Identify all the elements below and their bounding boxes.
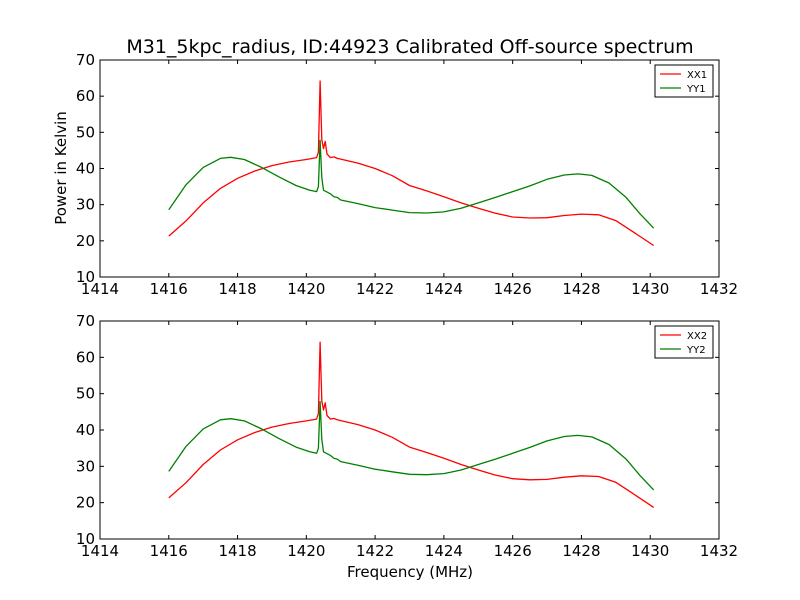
y-tick-label: 60 xyxy=(76,348,95,366)
y-tick-label: 30 xyxy=(76,457,95,475)
x-tick-label: 1422 xyxy=(356,542,394,560)
x-tick-label: 1414 xyxy=(81,542,119,560)
legend-box xyxy=(654,325,714,359)
plot-area-frame xyxy=(99,320,720,540)
x-tick-label: 1420 xyxy=(287,542,325,560)
y-tick-label: 70 xyxy=(76,312,95,330)
x-tick-label: 1422 xyxy=(356,280,394,298)
x-tick-label: 1416 xyxy=(150,542,188,560)
plot-area-frame xyxy=(99,59,720,278)
x-tick-label: 1418 xyxy=(218,280,256,298)
series-line-xx2 xyxy=(168,341,655,508)
y-tick-label: 70 xyxy=(76,51,95,69)
x-tick-label: 1430 xyxy=(631,542,669,560)
y-tick-label: 20 xyxy=(76,232,95,250)
x-tick-label: 1428 xyxy=(562,542,600,560)
x-tick-label: 1424 xyxy=(425,280,463,298)
y-axis-label: Power in Kelvin xyxy=(52,111,70,225)
x-tick-label: 1414 xyxy=(81,280,119,298)
series-line-xx1 xyxy=(168,80,655,247)
x-tick-label: 1418 xyxy=(218,542,256,560)
x-tick-label: 1430 xyxy=(631,280,669,298)
y-tick-label: 20 xyxy=(76,494,95,512)
x-tick-label: 1416 xyxy=(150,280,188,298)
y-tick-label: 50 xyxy=(76,385,95,403)
x-tick-label: 1426 xyxy=(494,542,532,560)
y-tick-label: 40 xyxy=(76,421,95,439)
y-tick-label: 10 xyxy=(76,530,95,548)
series-line-yy2 xyxy=(168,401,655,491)
y-tick-label: 30 xyxy=(76,196,95,214)
bottom-plot-panel: 1414 1416 1418 1420 1422 1424 1426 1428 1430 1432… xyxy=(76,312,738,560)
chart-title: M31_5kpc_radius, ID:44923 Calibrated Off… xyxy=(126,36,693,58)
top-plot-panel: 1414 1416 1418 1420 1422 1424 1426 1428 1430 1432… xyxy=(76,51,738,298)
y-tick-label: 10 xyxy=(76,268,95,286)
x-tick-label: 1426 xyxy=(494,280,532,298)
x-axis-label: Frequency (MHz) xyxy=(347,563,473,581)
x-tick-label: 1432 xyxy=(700,280,738,298)
legend-box xyxy=(654,64,714,98)
x-tick-label: 1424 xyxy=(425,542,463,560)
legend-label-yy2: YY2 xyxy=(686,345,706,356)
legend-label-yy1: YY1 xyxy=(686,84,706,95)
x-tick-label: 1428 xyxy=(562,280,600,298)
x-tick-label: 1420 xyxy=(287,280,325,298)
legend-label-xx1: XX1 xyxy=(687,70,707,81)
y-tick-label: 40 xyxy=(76,160,95,178)
y-tick-label: 60 xyxy=(76,87,95,105)
x-tick-label: 1432 xyxy=(700,542,738,560)
legend-label-xx2: XX2 xyxy=(687,331,707,342)
y-tick-label: 50 xyxy=(76,123,95,141)
series-line-yy1 xyxy=(168,139,655,229)
